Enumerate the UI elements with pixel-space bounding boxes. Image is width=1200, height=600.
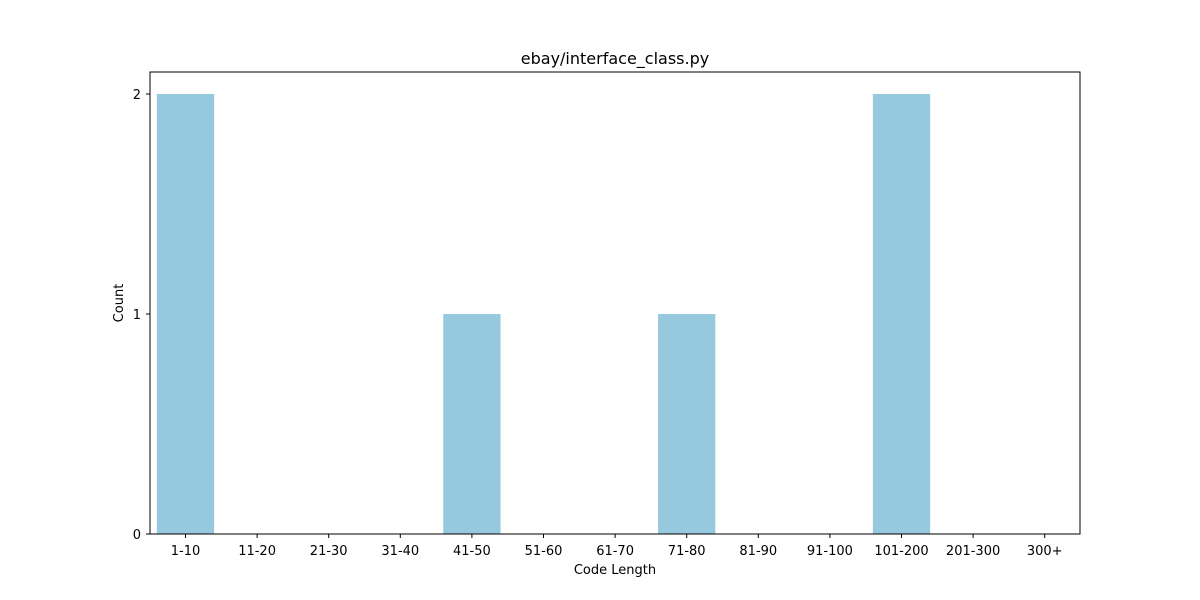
x-tick-label: 21-30 bbox=[310, 544, 348, 559]
y-axis-ticks: 0 1 2 bbox=[133, 88, 150, 543]
bar-41-50 bbox=[443, 314, 501, 534]
x-tick-label: 31-40 bbox=[381, 544, 419, 559]
x-axis-label: Code Length bbox=[574, 563, 656, 578]
bar-1-10 bbox=[156, 94, 215, 534]
y-tick-label: 0 bbox=[133, 528, 141, 543]
x-tick-label: 300+ bbox=[1027, 544, 1063, 559]
bars-layer bbox=[156, 94, 931, 534]
x-tick-label: 51-60 bbox=[525, 544, 563, 559]
chart-title: ebay/interface_class.py bbox=[521, 49, 709, 69]
x-tick-label: 91-100 bbox=[807, 544, 853, 559]
y-tick-label: 1 bbox=[133, 308, 141, 323]
x-tick-label: 1-10 bbox=[171, 544, 201, 559]
x-tick-label: 101-200 bbox=[874, 544, 928, 559]
y-axis-label: Count bbox=[112, 284, 127, 323]
x-tick-label: 201-300 bbox=[946, 544, 1000, 559]
bar-101-200 bbox=[872, 94, 931, 534]
y-tick-label: 2 bbox=[133, 88, 141, 103]
x-tick-label: 41-50 bbox=[453, 544, 491, 559]
x-axis-ticks: 1-10 11-20 21-30 31-40 41-50 51-60 61-70 71-80 8… bbox=[171, 534, 1063, 559]
bar-71-80 bbox=[658, 314, 716, 534]
x-tick-label: 11-20 bbox=[238, 544, 276, 559]
x-tick-label: 71-80 bbox=[668, 544, 706, 559]
x-tick-label: 81-90 bbox=[739, 544, 777, 559]
x-tick-label: 61-70 bbox=[596, 544, 634, 559]
